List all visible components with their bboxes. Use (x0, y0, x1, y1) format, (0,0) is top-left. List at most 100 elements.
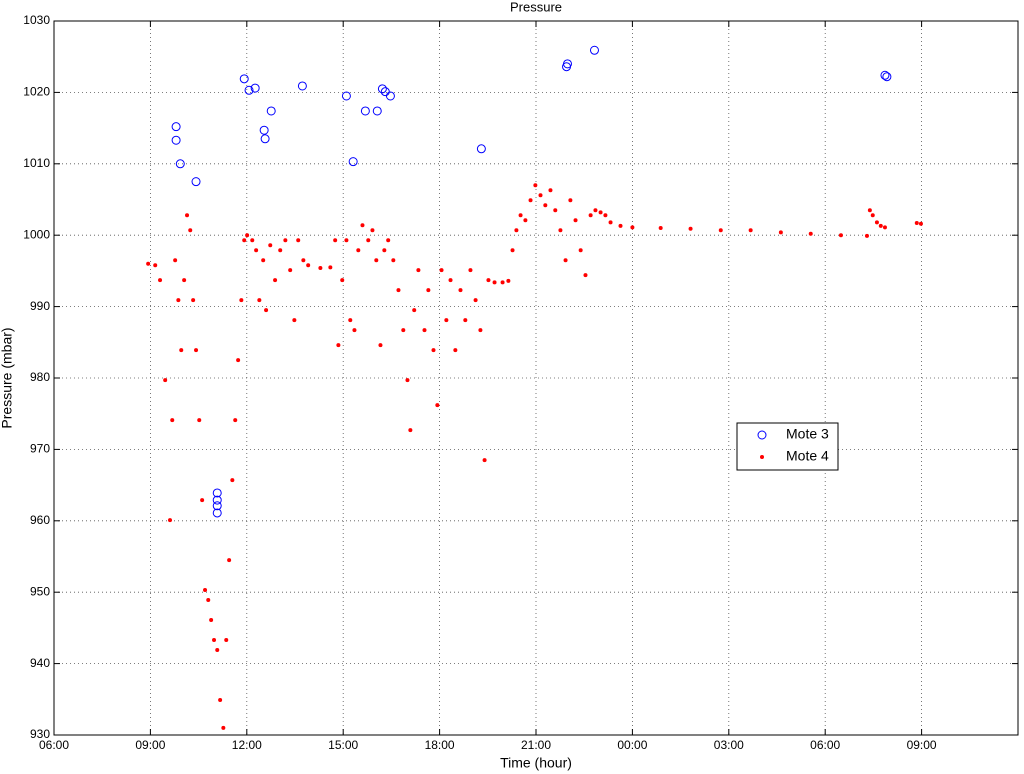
data-point (158, 278, 163, 283)
data-point (146, 261, 151, 266)
data-point (416, 268, 421, 273)
data-point (188, 228, 193, 233)
data-point (382, 248, 387, 253)
data-point (578, 248, 583, 253)
data-point (173, 258, 178, 263)
data-point (523, 218, 528, 223)
data-point (348, 157, 358, 167)
data-point (748, 228, 753, 233)
data-point (608, 220, 613, 225)
y-tick-label: 990 (30, 299, 50, 313)
data-point (250, 238, 255, 243)
data-point (257, 298, 262, 303)
data-point (874, 220, 879, 225)
data-point (266, 106, 276, 116)
data-point (918, 221, 923, 226)
data-point (278, 248, 283, 253)
data-point (206, 598, 211, 603)
data-point (185, 213, 190, 218)
data-point (254, 248, 259, 253)
data-point (914, 221, 919, 226)
y-tick-label: 1010 (23, 156, 50, 170)
data-point (543, 203, 548, 208)
data-point (533, 183, 538, 188)
data-point (318, 266, 323, 271)
data-point (630, 225, 635, 230)
data-point (506, 278, 511, 283)
data-point (518, 213, 523, 218)
data-point (808, 231, 813, 236)
y-tick-label: 1030 (23, 13, 50, 27)
data-point (444, 318, 449, 323)
data-point (583, 273, 588, 278)
data-point (191, 298, 196, 303)
data-point (588, 213, 593, 218)
data-point (203, 588, 208, 593)
data-point (500, 280, 505, 285)
data-point (405, 378, 410, 383)
data-point (179, 348, 184, 353)
data-point (882, 72, 892, 82)
data-point (242, 238, 247, 243)
y-tick-label: 980 (30, 370, 50, 384)
x-tick-label: 03:00 (714, 738, 744, 752)
y-tick-label: 930 (30, 727, 50, 741)
x-tick-label: 18:00 (425, 738, 455, 752)
data-point (352, 328, 357, 333)
data-point (439, 268, 444, 273)
data-point (340, 278, 345, 283)
data-point (328, 265, 333, 270)
x-tick-label: 12:00 (232, 738, 262, 752)
data-point (297, 81, 307, 91)
data-point (408, 428, 413, 433)
data-point (288, 268, 293, 273)
data-point (476, 144, 486, 154)
chart-title: Pressure (510, 0, 562, 14)
data-point (688, 226, 693, 231)
data-point (562, 59, 572, 69)
data-point (306, 263, 311, 268)
data-point (171, 135, 181, 145)
data-point (239, 298, 244, 303)
data-point (218, 698, 223, 703)
data-point (197, 418, 202, 423)
data-point (212, 638, 217, 643)
data-point (486, 278, 491, 283)
x-tick-label: 06:00 (39, 738, 69, 752)
data-point (292, 318, 297, 323)
data-point (175, 159, 185, 169)
data-point (568, 198, 573, 203)
data-point (422, 328, 427, 333)
data-point (227, 558, 232, 563)
y-tick-label: 1000 (23, 227, 50, 241)
y-axis-label: Pressure (mbar) (0, 327, 15, 428)
data-point (176, 298, 181, 303)
data-point (589, 45, 599, 55)
data-point (230, 478, 235, 483)
data-point (360, 106, 370, 116)
data-point (170, 418, 175, 423)
data-point (250, 83, 260, 93)
data-point (468, 268, 473, 273)
data-point (336, 343, 341, 348)
y-tick-label: 960 (30, 513, 50, 527)
data-point (356, 248, 361, 253)
data-point (296, 238, 301, 243)
data-point (880, 70, 890, 80)
legend-label: Mote 4 (786, 448, 829, 464)
y-tick-label: 950 (30, 584, 50, 598)
data-point (548, 188, 553, 193)
data-point (191, 177, 201, 187)
data-point (259, 125, 269, 135)
data-point (370, 228, 375, 233)
data-point (618, 223, 623, 228)
data-point (658, 226, 663, 231)
data-point (372, 106, 382, 116)
data-point (153, 263, 158, 268)
x-tick-label: 06:00 (810, 738, 840, 752)
data-point (221, 725, 226, 730)
data-point (283, 238, 288, 243)
data-point (215, 648, 220, 653)
data-point (244, 85, 254, 95)
